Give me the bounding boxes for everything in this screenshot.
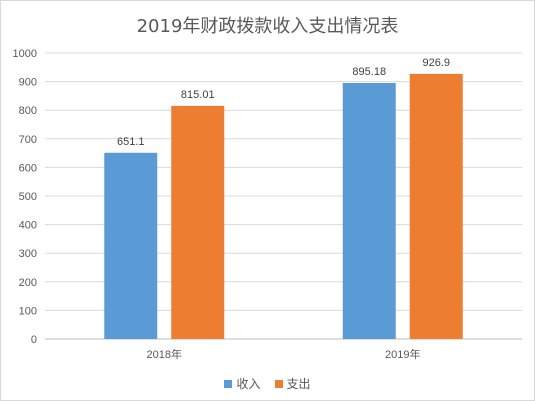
legend-swatch-expense xyxy=(274,379,283,388)
bar xyxy=(171,105,225,340)
x-tick-label: 2018年 xyxy=(147,347,182,361)
legend-item-income: 收入 xyxy=(224,375,261,392)
bar xyxy=(104,152,158,339)
y-tick-label: 900 xyxy=(19,77,37,89)
bar xyxy=(342,82,396,340)
legend-label-income: 收入 xyxy=(236,377,261,391)
y-tick-label: 100 xyxy=(19,305,37,317)
legend-swatch-income xyxy=(224,379,233,388)
chart-title: 2019年财政拨款收入支出情况表 xyxy=(136,16,399,37)
y-tick-label: 500 xyxy=(19,191,37,203)
data-label: 926.9 xyxy=(422,57,450,69)
y-tick-label: 800 xyxy=(19,105,37,117)
legend: 收入 支出 xyxy=(1,375,534,392)
bar xyxy=(409,73,463,339)
data-label: 815.01 xyxy=(181,89,215,101)
y-tick-label: 400 xyxy=(19,220,37,232)
y-tick-label: 0 xyxy=(31,334,37,346)
y-tick-label: 300 xyxy=(19,248,37,260)
y-tick-label: 700 xyxy=(19,134,37,146)
legend-label-expense: 支出 xyxy=(286,377,311,391)
data-label: 895.18 xyxy=(352,66,386,78)
y-tick-label: 600 xyxy=(19,162,37,174)
y-tick-label: 1000 xyxy=(13,48,37,60)
legend-item-expense: 支出 xyxy=(274,375,311,392)
x-tick-label: 2019年 xyxy=(385,347,420,361)
y-tick-label: 200 xyxy=(19,277,37,289)
data-label: 651.1 xyxy=(117,136,145,148)
